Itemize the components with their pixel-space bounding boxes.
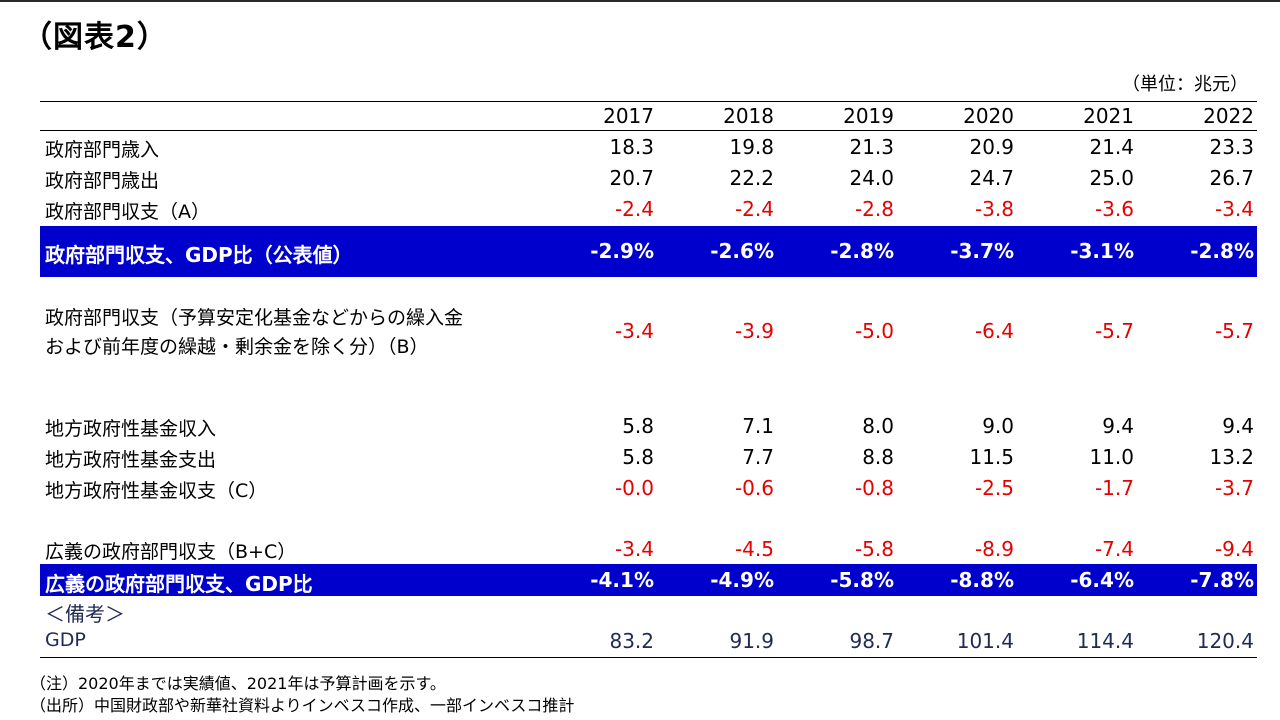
- table-cell: 25.0: [1089, 166, 1134, 190]
- table-cell: -8.8%: [950, 568, 1014, 592]
- table-cell: -3.7: [1214, 476, 1254, 500]
- footnote-note: （注）2020年までは実績値、2021年は予算計画を示す。: [30, 674, 446, 693]
- table-cell: -7.4: [1094, 537, 1134, 561]
- table-cell: 5.8: [622, 445, 654, 469]
- table-cell: 20.9: [969, 135, 1014, 159]
- column-header: 2022: [1203, 104, 1254, 128]
- table-cell: 26.7: [1209, 166, 1254, 190]
- table-cell: 5.8: [622, 414, 654, 438]
- table-cell: 21.4: [1089, 135, 1134, 159]
- table-cell: 23.3: [1209, 135, 1254, 159]
- table-cell: -8.9: [974, 537, 1014, 561]
- table-cell: -9.4: [1214, 537, 1254, 561]
- table-cell: 7.1: [742, 414, 774, 438]
- table-cell: 22.2: [729, 166, 774, 190]
- row-label: 広義の政府部門収支（B+C）: [45, 541, 297, 563]
- table-cell: -5.0: [854, 319, 894, 343]
- table-cell: 9.0: [982, 414, 1014, 438]
- column-header: 2021: [1083, 104, 1134, 128]
- table-cell: -4.1%: [590, 568, 654, 592]
- table-cell: 98.7: [849, 629, 894, 653]
- table-cell: -2.8%: [1190, 239, 1254, 263]
- table-row: 政府部門収支（予算安定化基金などからの繰入金 および前年度の繰越・剰余金を除く分…: [40, 304, 1257, 364]
- table-cell: 114.4: [1076, 629, 1134, 653]
- header-bottom-rule: [40, 130, 1257, 131]
- unit-label: （単位：兆元）: [1122, 74, 1248, 95]
- table-cell: -3.7%: [950, 239, 1014, 263]
- table-cell: -7.8%: [1190, 568, 1254, 592]
- highlight-row-gdp-ratio: 政府部門収支、GDP比（公表値） -2.9% -2.6% -2.8% -3.7%…: [40, 226, 1257, 277]
- row-label: 政府部門収支、GDP比（公表値）: [45, 243, 353, 267]
- top-border: [0, 0, 1280, 2]
- header-row: 2017 2018 2019 2020 2021 2022: [40, 104, 1257, 130]
- table-cell: -2.5: [974, 476, 1014, 500]
- table-cell: -5.7: [1214, 319, 1254, 343]
- row-label: 広義の政府部門収支、GDP比: [45, 572, 313, 596]
- table-cell: 18.3: [609, 135, 654, 159]
- table-cell: 11.5: [969, 445, 1014, 469]
- table-cell: -2.8: [854, 197, 894, 221]
- table-cell: 9.4: [1222, 414, 1254, 438]
- table-cell: 24.7: [969, 166, 1014, 190]
- row-label: 政府部門歳出: [45, 170, 160, 192]
- column-header: 2019: [843, 104, 894, 128]
- table-cell: -2.8%: [830, 239, 894, 263]
- row-label: 地方政府性基金収支（C）: [45, 480, 268, 502]
- row-label: GDP: [45, 629, 86, 651]
- table-cell: 8.0: [862, 414, 894, 438]
- table-cell: -3.8: [974, 197, 1014, 221]
- table-cell: -0.6: [734, 476, 774, 500]
- row-label: および前年度の繰越・剰余金を除く分）（B）: [45, 336, 429, 358]
- header-top-rule: [40, 101, 1257, 102]
- table-cell: 83.2: [609, 629, 654, 653]
- table-cell: -2.4: [614, 197, 654, 221]
- footnote-source: （出所）中国財政部や新華社資料よりインベスコ作成、一部インベスコ推計: [30, 696, 575, 715]
- table-cell: -6.4%: [1070, 568, 1134, 592]
- table-cell: 19.8: [729, 135, 774, 159]
- table-cell: -1.7: [1094, 476, 1134, 500]
- table-cell: 91.9: [729, 629, 774, 653]
- table-cell: 7.7: [742, 445, 774, 469]
- table-cell: 11.0: [1089, 445, 1134, 469]
- row-label: 地方政府性基金支出: [45, 449, 217, 471]
- table-cell: -5.8: [854, 537, 894, 561]
- row-label: 政府部門収支（予算安定化基金などからの繰入金: [45, 307, 464, 329]
- table-cell: -6.4: [974, 319, 1014, 343]
- table-cell: -2.9%: [590, 239, 654, 263]
- table-cell: -2.6%: [710, 239, 774, 263]
- table-cell: -5.8%: [830, 568, 894, 592]
- table-cell: -0.0: [614, 476, 654, 500]
- table-cell: 101.4: [956, 629, 1014, 653]
- table-cell: 13.2: [1209, 445, 1254, 469]
- table-cell: -3.4: [1214, 197, 1254, 221]
- column-header: 2020: [963, 104, 1014, 128]
- remarks-label: ＜備考＞: [45, 602, 125, 626]
- table-cell: -4.9%: [710, 568, 774, 592]
- table-cell: 24.0: [849, 166, 894, 190]
- table-cell: -3.6: [1094, 197, 1134, 221]
- table-cell: 21.3: [849, 135, 894, 159]
- highlight-row-broad-gdp-ratio: 広義の政府部門収支、GDP比 -4.1% -4.9% -5.8% -8.8% -…: [40, 564, 1257, 596]
- table-cell: -3.9: [734, 319, 774, 343]
- table-cell: 8.8: [862, 445, 894, 469]
- row-label: 政府部門歳入: [45, 139, 160, 161]
- column-header: 2018: [723, 104, 774, 128]
- table-cell: 20.7: [609, 166, 654, 190]
- table-cell: 9.4: [1102, 414, 1134, 438]
- table-cell: -5.7: [1094, 319, 1134, 343]
- table-cell: -0.8: [854, 476, 894, 500]
- table-cell: -3.4: [614, 537, 654, 561]
- column-header: 2017: [603, 104, 654, 128]
- figure-title: （図表2）: [22, 20, 168, 55]
- table-cell: -2.4: [734, 197, 774, 221]
- row-label: 政府部門収支（A）: [45, 201, 210, 223]
- table-cell: -3.4: [614, 319, 654, 343]
- table-cell: -4.5: [734, 537, 774, 561]
- table-bottom-rule: [40, 657, 1257, 658]
- table-cell: -3.1%: [1070, 239, 1134, 263]
- row-label: 地方政府性基金収入: [45, 418, 217, 440]
- table-cell: 120.4: [1196, 629, 1254, 653]
